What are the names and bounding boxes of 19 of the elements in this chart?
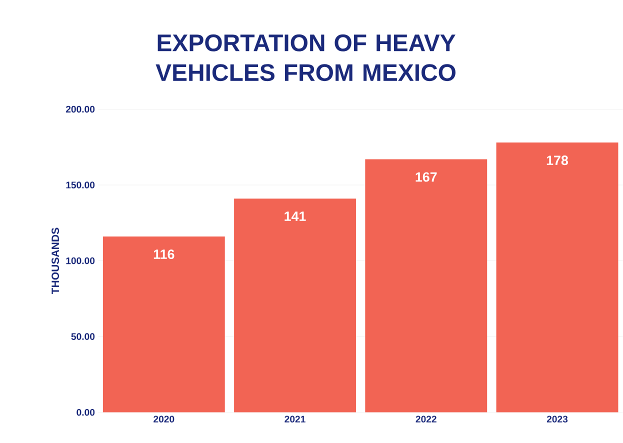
x-tick-label: 2020 (154, 416, 174, 423)
chart-title: EXPORTATION OF HEAVY VEHICLES FROM MEXICO (156, 34, 456, 82)
data-label: 178 (546, 156, 568, 166)
x-tick-label: 2022 (416, 416, 436, 423)
data-label: 116 (154, 250, 174, 260)
data-label: 167 (416, 172, 437, 182)
bar (234, 198, 356, 413)
x-tick-label: 2023 (546, 416, 568, 423)
bar (102, 236, 225, 413)
y-tick-label: 200.00 (66, 106, 95, 113)
bar (496, 142, 618, 413)
data-label: 141 (284, 212, 306, 222)
y-tick-label: 100.00 (66, 258, 95, 264)
y-tick-label: 150.00 (66, 182, 95, 189)
y-axis-title: THOUSANDS (52, 228, 60, 294)
bar (365, 159, 488, 413)
y-tick-label: 0.00 (76, 409, 95, 416)
x-tick-label: 2021 (284, 416, 306, 423)
y-tick-label: 50.00 (71, 333, 95, 340)
